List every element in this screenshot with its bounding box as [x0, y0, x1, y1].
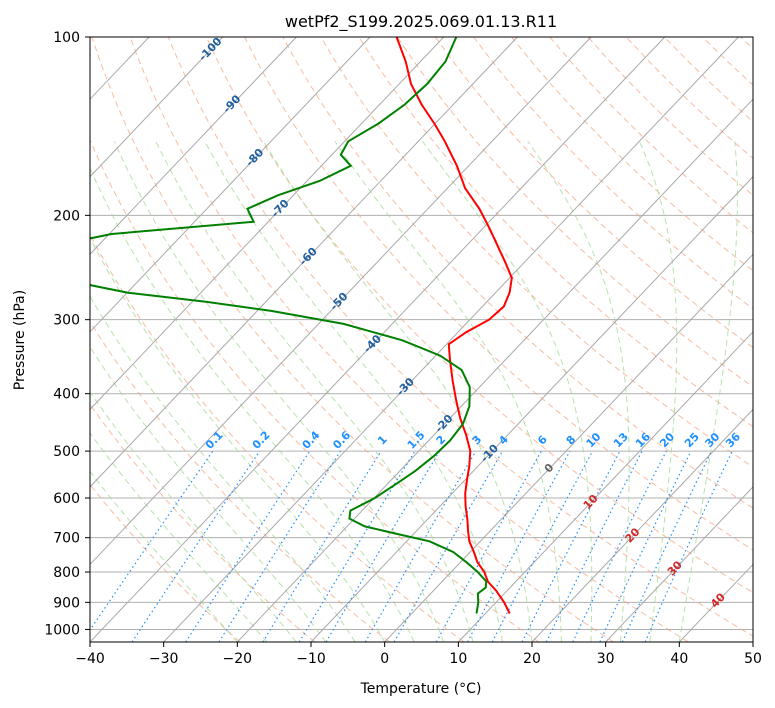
y-tick-label: 300 [53, 313, 80, 329]
dry-adiabat [90, 483, 241, 642]
mixing-ratio-line [298, 450, 416, 642]
y-axis-label: Pressure (hPa) [12, 290, 28, 390]
y-tick-label: 200 [53, 208, 80, 224]
plot-frame [89, 36, 754, 643]
dry-adiabat [90, 320, 390, 642]
y-tick-label: 900 [53, 595, 80, 611]
dry-adiabat [90, 138, 540, 642]
chart-title: wetPf2_S199.2025.069.01.13.R11 [285, 12, 557, 32]
x-tick-label: −30 [149, 651, 179, 667]
isotherm-line [605, 486, 753, 642]
dry-adiabat [244, 37, 753, 551]
moist-adiabat [204, 141, 503, 642]
y-tick-label: 800 [53, 565, 80, 581]
x-tick-label: 0 [380, 651, 389, 667]
dry-adiabat [90, 403, 316, 642]
isotherm-line [90, 37, 445, 411]
x-axis-label: Temperature (°C) [360, 681, 482, 697]
dry-adiabat [473, 37, 753, 310]
mixing-ratio-line [364, 450, 477, 642]
isotherm-line [531, 408, 753, 642]
x-tick-label: 30 [597, 651, 615, 667]
axis-ticks: −40 −30 −20 −10 0 10 20 30 40 50 100 200 300 400 500 60… [44, 30, 762, 667]
x-tick-label: −20 [223, 651, 253, 667]
moist-adiabat [155, 141, 474, 642]
isotherm-line [90, 37, 297, 256]
dewpoint-trace [90, 37, 488, 614]
mixing-ratio-line [599, 450, 692, 642]
moist-adiabat [90, 391, 297, 642]
x-tick-label: −10 [296, 651, 326, 667]
mixing-ratio-line [218, 450, 342, 642]
mixing-ratio-line [131, 450, 261, 642]
dry-adiabat [167, 37, 753, 637]
background-lines [90, 37, 753, 642]
moist-adiabat [334, 141, 562, 642]
moist-adiabat [263, 141, 533, 642]
mixing-ratio-line [466, 450, 571, 642]
moist-adiabat [678, 141, 738, 642]
mixing-ratio-line [185, 450, 311, 642]
isotherm-line [457, 331, 753, 642]
moist-adiabat [638, 141, 678, 642]
isotherm-line [163, 37, 739, 642]
sounding-traces [90, 37, 513, 614]
isotherm-line [90, 37, 224, 178]
y-tick-label: 600 [53, 491, 80, 507]
y-tick-label: 500 [53, 444, 80, 460]
x-tick-label: 10 [449, 651, 467, 667]
isotherm-line [90, 37, 666, 642]
moist-adiabat [527, 141, 630, 642]
x-tick-label: 40 [670, 651, 688, 667]
y-tick-label: 400 [53, 387, 80, 403]
mixing-ratio-line [621, 450, 713, 642]
x-tick-label: 20 [523, 651, 541, 667]
isotherm-line [310, 176, 753, 642]
moist-adiabat [90, 295, 356, 642]
y-tick-label: 700 [53, 531, 80, 547]
isotherm-line [90, 37, 518, 488]
y-tick-label: 1000 [44, 622, 80, 638]
dry-adiabat [90, 233, 465, 642]
mixing-ratio-line [325, 450, 441, 642]
moist-adiabat [422, 141, 593, 642]
temperature-trace [395, 37, 513, 614]
mixing-ratio-line [262, 450, 382, 642]
mixing-ratio-line [90, 450, 214, 631]
x-tick-label: 50 [744, 651, 762, 667]
mixing-ratio-line [572, 450, 667, 642]
y-tick-label: 100 [53, 30, 80, 46]
moist-adiabat [90, 432, 268, 642]
isotherm-line [236, 98, 753, 642]
dry-adiabat [282, 37, 753, 509]
isotherm-line [90, 37, 592, 566]
moist-adiabat [113, 141, 445, 642]
isotherm-line [90, 37, 371, 333]
dry-adiabat [91, 37, 614, 642]
isotherm-line [384, 253, 753, 642]
x-tick-label: −40 [75, 651, 105, 667]
